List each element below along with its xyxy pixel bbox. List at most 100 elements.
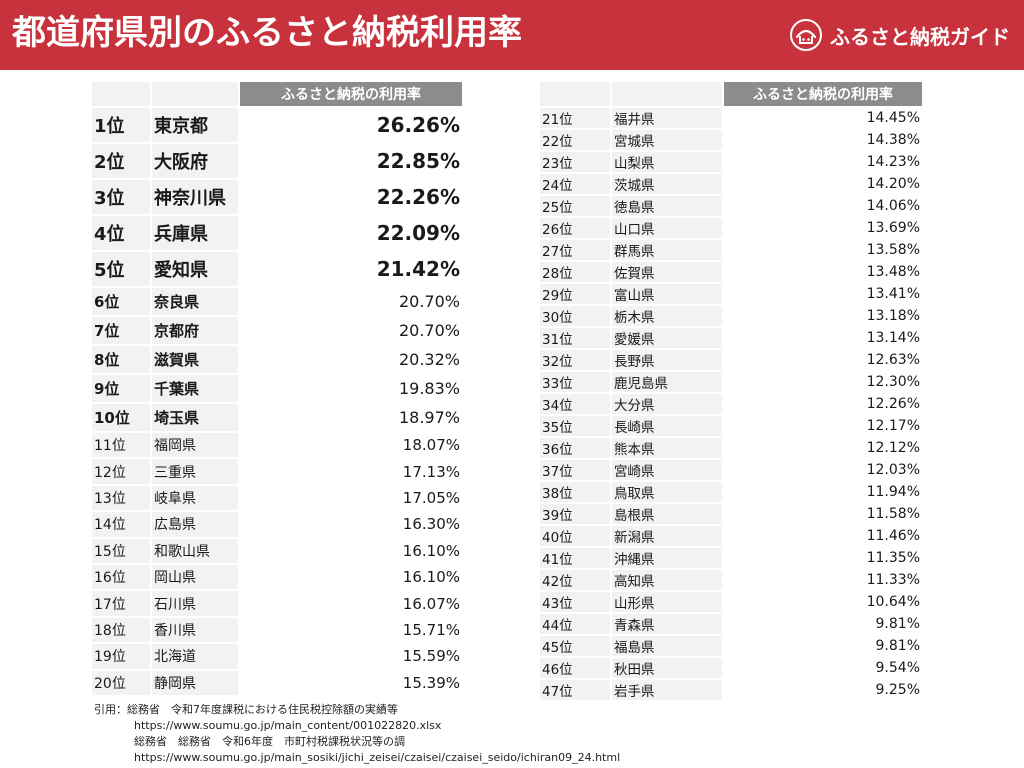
table-row: 40位 新潟県 11.46%: [540, 526, 922, 548]
rate-cell: 9.81%: [724, 614, 922, 636]
header-blank-prefecture: [612, 82, 724, 108]
rank-cell: 27位: [540, 240, 612, 262]
rank-cell: 30位: [540, 306, 612, 328]
rate-cell: 16.10%: [240, 538, 462, 565]
rank-cell: 26位: [540, 218, 612, 240]
rank-cell: 7位: [92, 317, 152, 346]
column-header-rate: ふるさと納税の利用率: [240, 82, 462, 108]
rate-cell: 13.41%: [724, 284, 922, 306]
table-row: 8位 滋賀県 20.32%: [92, 346, 462, 375]
rate-cell: 17.05%: [240, 485, 462, 513]
table-row: 13位 岐阜県 17.05%: [92, 485, 462, 513]
table-row: 19位 北海道 15.59%: [92, 644, 462, 671]
rate-cell: 15.39%: [240, 670, 462, 697]
rate-cell: 13.48%: [724, 262, 922, 284]
rank-cell: 11位: [92, 433, 152, 460]
header-blank-prefecture: [152, 82, 240, 108]
prefecture-cell: 広島県: [152, 512, 240, 539]
table-row: 35位 長崎県 12.17%: [540, 416, 922, 438]
prefecture-cell: 大阪府: [152, 144, 240, 180]
rate-cell: 18.07%: [240, 433, 462, 460]
prefecture-cell: 長崎県: [612, 416, 724, 438]
table-row: 33位 鹿児島県 12.30%: [540, 372, 922, 394]
rank-cell: 34位: [540, 394, 612, 416]
rank-cell: 42位: [540, 570, 612, 592]
rate-cell: 11.94%: [724, 482, 922, 504]
prefecture-cell: 滋賀県: [152, 346, 240, 375]
table-row: 14位 広島県 16.30%: [92, 512, 462, 539]
rank-cell: 6位: [92, 288, 152, 317]
rank-cell: 38位: [540, 482, 612, 504]
source-line-2: 総務省 総務省 令和6年度 市町村税課税状況等の調: [134, 735, 405, 748]
page-header: 都道府県別のふるさと納税利用率 ふるさと納税ガイド: [0, 0, 1024, 70]
prefecture-cell: 富山県: [612, 284, 724, 306]
rate-cell: 14.38%: [724, 130, 922, 152]
rate-cell: 26.26%: [240, 108, 462, 144]
prefecture-cell: 香川県: [152, 617, 240, 645]
rate-cell: 13.58%: [724, 240, 922, 262]
prefecture-cell: 沖縄県: [612, 548, 724, 570]
rate-cell: 13.69%: [724, 218, 922, 240]
rate-cell: 11.33%: [724, 570, 922, 592]
rank-cell: 22位: [540, 130, 612, 152]
rank-cell: 10位: [92, 404, 152, 433]
prefecture-cell: 熊本県: [612, 438, 724, 460]
table-row: 22位 宮城県 14.38%: [540, 130, 922, 152]
rank-cell: 36位: [540, 438, 612, 460]
table-row: 38位 鳥取県 11.94%: [540, 482, 922, 504]
rate-cell: 13.14%: [724, 328, 922, 350]
prefecture-cell: 佐賀県: [612, 262, 724, 284]
rate-cell: 15.59%: [240, 644, 462, 671]
prefecture-cell: 秋田県: [612, 658, 724, 680]
prefecture-cell: 石川県: [152, 591, 240, 618]
table-row: 29位 富山県 13.41%: [540, 284, 922, 306]
rank-cell: 9位: [92, 375, 152, 404]
rank-cell: 18位: [92, 617, 152, 645]
prefecture-cell: 和歌山県: [152, 538, 240, 565]
source-url-2: https://www.soumu.go.jp/main_sosiki/jich…: [134, 751, 621, 764]
prefecture-cell: 青森県: [612, 614, 724, 636]
rank-cell: 2位: [92, 144, 152, 180]
table-row: 4位 兵庫県 22.09%: [92, 216, 462, 252]
rank-cell: 25位: [540, 196, 612, 218]
prefecture-cell: 岩手県: [612, 680, 724, 702]
rank-cell: 1位: [92, 108, 152, 144]
rate-cell: 12.03%: [724, 460, 922, 482]
rate-cell: 12.17%: [724, 416, 922, 438]
table-row: 32位 長野県 12.63%: [540, 350, 922, 372]
prefecture-cell: 群馬県: [612, 240, 724, 262]
prefecture-cell: 島根県: [612, 504, 724, 526]
prefecture-cell: 北海道: [152, 644, 240, 671]
rate-cell: 9.54%: [724, 658, 922, 680]
table-row: 26位 山口県 13.69%: [540, 218, 922, 240]
rank-cell: 23位: [540, 152, 612, 174]
prefecture-cell: 京都府: [152, 317, 240, 346]
table-row: 45位 福島県 9.81%: [540, 636, 922, 658]
source-url-1: https://www.soumu.go.jp/main_content/001…: [134, 719, 442, 732]
ranking-table-left-body: ふるさと納税の利用率 1位 東京都 26.26% 2位 大阪府 22.85% 3位 神奈川県 2…: [92, 82, 462, 697]
rate-cell: 11.58%: [724, 504, 922, 526]
prefecture-cell: 山口県: [612, 218, 724, 240]
prefecture-cell: 新潟県: [612, 526, 724, 548]
rate-cell: 14.20%: [724, 174, 922, 196]
prefecture-cell: 鳥取県: [612, 482, 724, 504]
prefecture-cell: 愛知県: [152, 252, 240, 288]
source-line-1: 引用：総務省 令和7年度課税における住民税控除額の実績等: [94, 703, 398, 716]
table-row: 18位 香川県 15.71%: [92, 617, 462, 645]
table-row: 43位 山形県 10.64%: [540, 592, 922, 614]
prefecture-cell: 徳島県: [612, 196, 724, 218]
rank-cell: 4位: [92, 216, 152, 252]
rate-cell: 22.85%: [240, 144, 462, 180]
table-row: 6位 奈良県 20.70%: [92, 288, 462, 317]
table-header-row: ふるさと納税の利用率: [540, 82, 922, 108]
rank-cell: 8位: [92, 346, 152, 375]
rank-cell: 12位: [92, 459, 152, 486]
prefecture-cell: 兵庫県: [152, 216, 240, 252]
rate-cell: 20.70%: [240, 317, 462, 346]
table-row: 17位 石川県 16.07%: [92, 591, 462, 618]
brand-name: ふるさと納税ガイド: [830, 24, 1010, 49]
rank-cell: 33位: [540, 372, 612, 394]
rate-cell: 16.10%: [240, 564, 462, 592]
table-row: 16位 岡山県 16.10%: [92, 564, 462, 592]
page-title: 都道府県別のふるさと納税利用率: [12, 13, 522, 53]
